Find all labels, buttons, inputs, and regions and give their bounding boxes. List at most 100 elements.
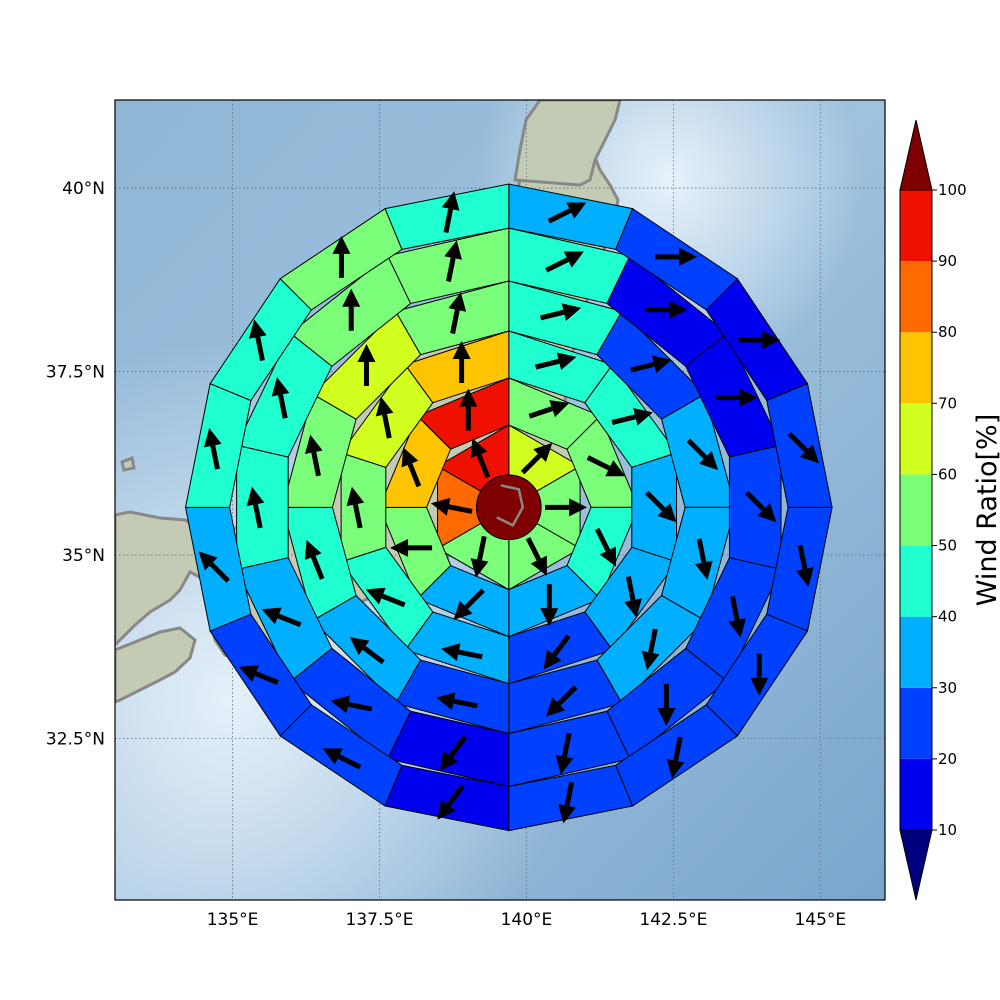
colorbar-band-5: [900, 403, 932, 475]
colorbar-tick-label: 40: [938, 608, 957, 626]
ring-4-arrow-2: [686, 438, 719, 471]
y-tick-label: 40°N: [62, 179, 105, 199]
x-tick-label: 142.5°E: [639, 910, 707, 930]
ring-5-arrow-9: [261, 607, 302, 628]
ring-5-arrow-8: [330, 695, 373, 714]
colorbar-band-3: [900, 545, 932, 617]
ring-2-arrow-4: [453, 588, 485, 620]
colorbar-band-7: [900, 261, 932, 333]
ring-4-arrow-1: [630, 355, 672, 373]
ring-5-arrow-3: [744, 490, 777, 523]
ring-6-arrow-4: [796, 545, 814, 587]
ring-3-arrow-7: [346, 486, 365, 529]
colorbar-tick-label: 60: [938, 465, 957, 483]
ring-2-arrow-5: [390, 538, 433, 557]
center-coastline: [496, 484, 525, 527]
ring-5-arrow-2: [715, 388, 758, 407]
ring-3-arrow-3: [624, 576, 642, 618]
colorbar-extend-under: [899, 829, 933, 901]
ring-3-arrow-8: [375, 396, 394, 439]
ring-5-arrow-7: [439, 735, 468, 771]
ring-1-arrow-2: [525, 537, 547, 576]
ring-3-arrow-1: [611, 408, 653, 426]
colorbar-band-2: [900, 616, 932, 688]
ring-1-arrow-0: [520, 442, 553, 475]
ring-2-arrow-7: [459, 388, 478, 431]
ring-1-arrow-5: [470, 438, 491, 479]
ring-6-arrow-2: [738, 330, 781, 349]
ring-4-arrow-5: [546, 685, 578, 717]
ring-5-arrow-0: [545, 251, 584, 273]
colorbar-tick-label: 100: [938, 181, 967, 199]
ring-3-arrow-2: [645, 490, 677, 523]
colorbar-tick-label: 10: [938, 821, 957, 839]
map-frame: [114, 99, 886, 901]
x-tick-label: 145°E: [794, 910, 846, 930]
y-tick-label: 32.5°N: [46, 730, 105, 750]
ring-6-arrow-12: [203, 427, 222, 470]
ring-3-arrow-4: [543, 634, 571, 670]
ring-6-arrow-3: [787, 431, 820, 464]
y-tick-label: 35°N: [62, 546, 105, 566]
colorbar-tick-label: 20: [938, 750, 957, 768]
y-tick-label: 37.5°N: [46, 363, 105, 383]
x-tick-label: 135°E: [207, 910, 259, 930]
colorbar-title: Wind Ratio[%]: [972, 414, 1000, 606]
ring-4-arrow-0: [539, 303, 582, 321]
map-area: [115, 100, 885, 900]
ring-3-arrow-5: [440, 643, 483, 661]
ring-2-arrow-3: [540, 584, 559, 627]
ring-4-arrow-11: [448, 292, 467, 334]
ring-6-arrow-13: [248, 319, 267, 362]
ring-6-arrow-9: [322, 748, 362, 770]
colorbar-band-8: [900, 190, 932, 262]
ring-1-arrow-3: [470, 535, 489, 578]
ring-6-arrow-11: [198, 551, 230, 583]
colorbar-band-4: [900, 474, 932, 546]
ring-5-arrow-6: [555, 732, 574, 775]
colorbar-tick-label: 90: [938, 252, 957, 270]
wind-arrows: [198, 191, 820, 824]
ring-5-arrow-11: [271, 377, 290, 419]
ring-5-cell-3: [728, 444, 782, 571]
ring-1-arrow-4: [430, 497, 473, 516]
y-axis-ticks: 40°N 37.5°N 35°N 32.5°N: [46, 179, 105, 749]
ring-5-arrow-13: [444, 240, 462, 283]
ring-4-arrow-7: [349, 637, 385, 665]
ring-3-arrow-6: [365, 587, 406, 608]
ring-5-cell-10: [236, 444, 289, 571]
ring-1-arrow-1: [545, 498, 588, 517]
ring-6-arrow-14: [332, 235, 351, 278]
ring-2-arrow-6: [401, 447, 422, 488]
colorbar-band-6: [900, 332, 932, 404]
ring-6-arrow-0: [547, 202, 587, 224]
land-honshu-north: [513, 100, 622, 187]
colorbar-tick-label: 80: [938, 323, 957, 341]
colorbar-band-0: [900, 758, 932, 830]
colorbar-band-1: [900, 687, 932, 759]
colorbar: 10 20 30 40 50 60 70 80 90 100 Wind Ratio[%]: [899, 119, 1000, 901]
ring-2-arrow-2: [594, 527, 616, 567]
colorbar-frame: [899, 189, 933, 831]
ring-5-arrow-5: [657, 683, 676, 726]
ring-6-arrow-7: [558, 781, 576, 824]
ring-5-arrow-1: [645, 300, 688, 319]
ring-4-arrow-4: [641, 628, 660, 671]
colorbar-tick-label: 70: [938, 394, 957, 412]
wind-ratio-rings: [184, 183, 833, 832]
ring-2-arrow-0: [528, 400, 570, 419]
ring-5-arrow-4: [728, 595, 746, 638]
center-cell: [475, 474, 542, 541]
x-tick-label: 140°E: [501, 910, 553, 930]
ring-3-arrow-9: [452, 340, 471, 383]
colorbar-tick-label: 50: [938, 537, 957, 555]
ring-4-arrow-3: [695, 538, 713, 581]
ring-6-arrow-10: [238, 665, 279, 685]
ring-3-arrow-0: [535, 352, 577, 370]
land-oki: [120, 455, 136, 472]
ring-6-arrow-8: [437, 784, 465, 820]
land-shikoku: [115, 626, 197, 704]
ring-5-arrow-10: [246, 486, 265, 529]
colorbar-tick-label: 30: [938, 679, 957, 697]
